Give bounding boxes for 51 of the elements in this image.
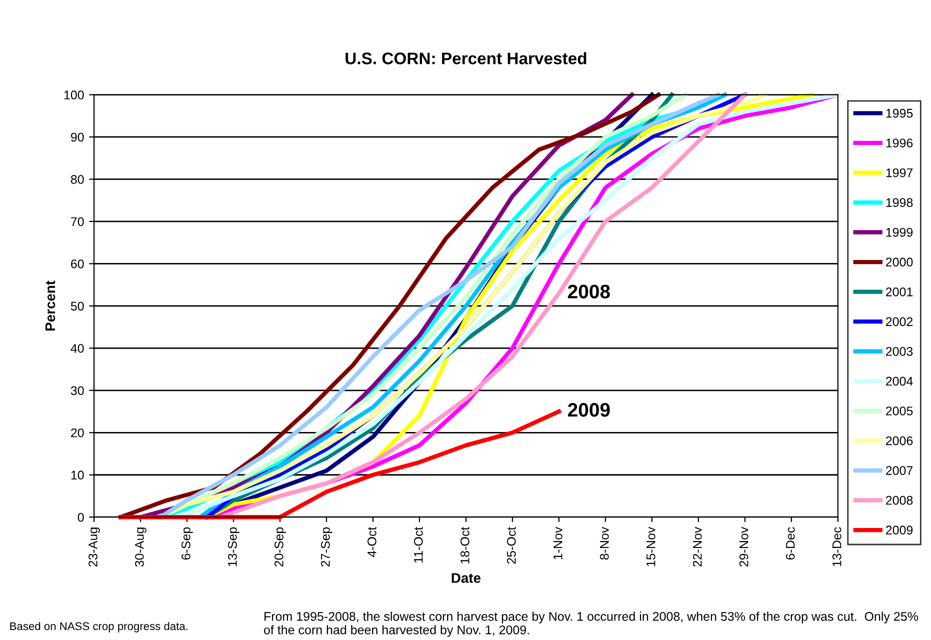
line-series (118, 409, 562, 520)
x-tick-label: 11-Oct (414, 526, 423, 562)
x-tick-label: 30-Aug (135, 528, 146, 567)
y-tick-label: 20 (71, 428, 84, 438)
legend-label: 2004 (886, 376, 913, 386)
x-tick-label: 23-Aug (88, 528, 100, 567)
x-tick-label: 6-Sep (182, 527, 193, 560)
x-tick-label: 27-Sep (320, 527, 332, 567)
annotation: 2008 (568, 284, 610, 298)
y-tick-label: 40 (70, 344, 84, 353)
legend-label: 2008 (886, 496, 913, 505)
x-tick-label: 13-Sep (228, 527, 240, 566)
legend-label: 1997 (886, 168, 913, 178)
legend-label: 2001 (886, 287, 913, 296)
y-tick-label: 60 (71, 259, 84, 268)
x-tick-label: 6-Dec (786, 527, 795, 560)
legend-label: 2006 (886, 436, 913, 446)
x-tick-label: 18-Oct (460, 526, 470, 564)
legend-label: 2009 (886, 526, 913, 535)
legend-label: 1995 (886, 108, 913, 118)
x-tick-label: 20-Sep (274, 527, 286, 567)
x-tick-label: 13-Dec (832, 527, 842, 566)
legend-label: 2007 (886, 466, 913, 475)
y-tick-label: 30 (70, 386, 84, 396)
y-axis-title: Percent (45, 280, 56, 330)
y-tick-label: 10 (71, 470, 84, 480)
legend-label: 2005 (886, 406, 913, 416)
x-tick-label: 25-Oct (506, 526, 516, 564)
legend-label: 1998 (886, 198, 913, 207)
y-tick-label: 80 (70, 175, 84, 184)
x-tick-label: 4-Oct (367, 526, 376, 558)
x-tick-label: 8-Nov (600, 526, 609, 560)
legend-label: 1996 (886, 138, 913, 148)
legend-label: 1999 (886, 228, 913, 237)
legend-label: 2000 (886, 258, 913, 267)
x-tick-label: 1-Nov (554, 526, 562, 560)
chart-title: U.S. CORN: Percent Harvested (346, 52, 586, 64)
y-tick-label: 70 (71, 217, 84, 226)
x-axis-title: Date (452, 573, 481, 583)
text: From 1995-2008, the slowest corn harvest pace by Nov. 1 occurred in 2008, when 53% of the crop was cut. Only 25% of the corn had been harvested by Nov. 1, 2009. (264, 612, 918, 637)
x-tick-label: 15-Nov (646, 526, 656, 566)
y-tick-label: 50 (70, 302, 84, 311)
text: Based on NASS crop progress data. (10, 622, 188, 632)
y-tick-label: 100 (64, 90, 84, 100)
x-tick-label: 29-Nov (739, 526, 748, 567)
y-tick-label: 0 (78, 512, 84, 522)
y-tick-label: 90 (70, 132, 84, 142)
legend-label: 2002 (886, 317, 913, 326)
x-tick-label: 22-Nov (692, 526, 702, 567)
annotation: 2009 (568, 402, 610, 417)
legend-label: 2003 (886, 347, 913, 356)
